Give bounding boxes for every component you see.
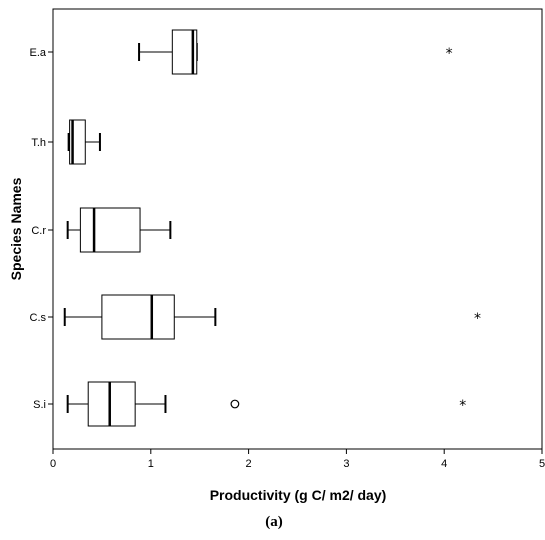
box-body	[101, 294, 175, 340]
x-tick-label: 3	[343, 458, 349, 470]
x-tick-label: 4	[441, 458, 447, 470]
x-axis: 0 1 2 3 4 5	[50, 449, 545, 470]
y-axis: E.a T.h C.r C.s S.i	[29, 47, 53, 411]
x-axis-title: Productivity (g C/ m2/ day)	[210, 487, 387, 503]
extreme-marker: *	[446, 46, 453, 62]
box-body	[87, 381, 136, 427]
y-axis-title: Species Names	[8, 177, 24, 280]
box-ea: *	[138, 29, 453, 75]
box-cs: *	[63, 294, 481, 340]
y-tick-label: E.a	[29, 47, 46, 59]
box-cr	[66, 207, 172, 253]
figure-caption: (a)	[265, 514, 283, 530]
box-th	[67, 119, 101, 165]
y-tick-label: C.r	[31, 225, 46, 237]
x-tick-label: 5	[539, 458, 545, 470]
x-tick-label: 1	[148, 458, 154, 470]
outlier-marker	[230, 399, 240, 409]
extreme-marker: *	[474, 311, 481, 327]
extreme-marker: *	[459, 398, 466, 414]
boxes-group: * * *	[63, 29, 481, 427]
y-tick-label: S.i	[33, 399, 46, 411]
box-si: *	[66, 381, 466, 427]
plot-frame	[52, 8, 543, 450]
box-body	[79, 207, 141, 253]
x-tick-label: 0	[50, 458, 56, 470]
x-tick-label: 2	[246, 458, 252, 470]
y-tick-label: T.h	[31, 137, 46, 149]
y-tick-label: C.s	[30, 312, 47, 324]
